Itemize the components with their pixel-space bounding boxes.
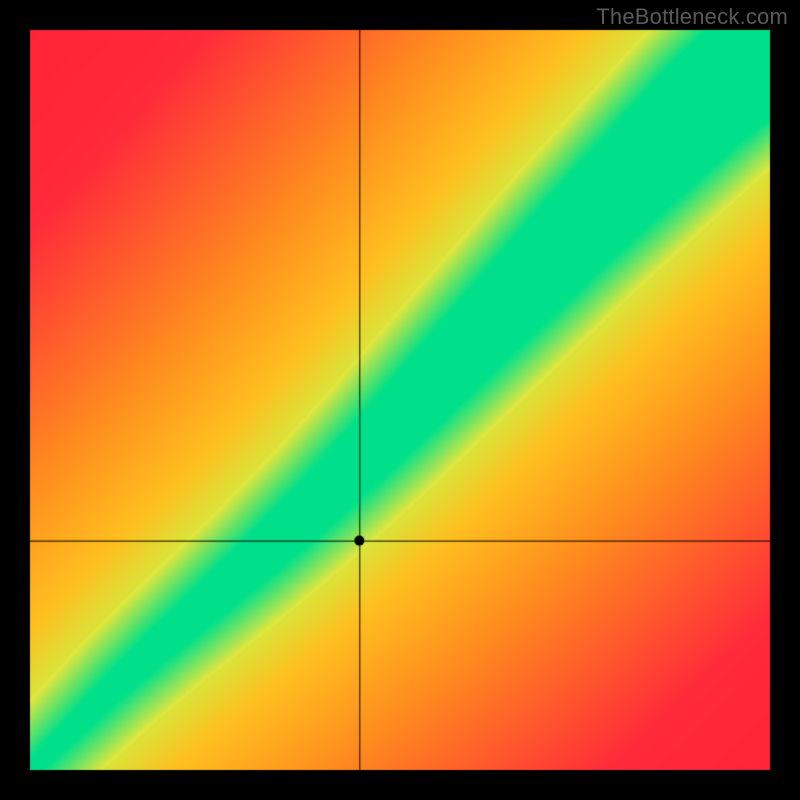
chart-container: TheBottleneck.com [0, 0, 800, 800]
watermark-text: TheBottleneck.com [596, 4, 788, 30]
heatmap-canvas [0, 0, 800, 800]
